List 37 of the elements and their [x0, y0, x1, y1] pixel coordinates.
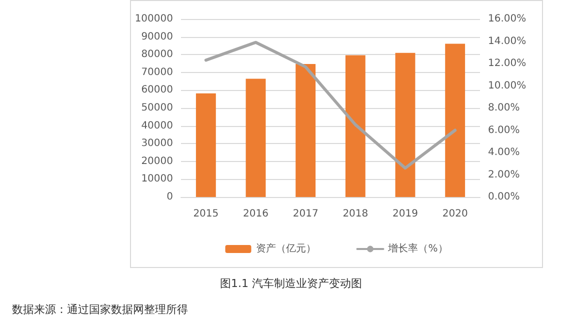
x-tick-label: 2016: [243, 208, 268, 220]
y-tick-label: 30000: [141, 138, 173, 150]
y2-tick-label: 4.00%: [488, 147, 520, 158]
x-tick-label: 2018: [342, 208, 368, 220]
y2-tick-label: 8.00%: [488, 102, 520, 114]
y-tick-label: 0: [166, 192, 173, 202]
y-tick-label: 70000: [141, 66, 173, 78]
y-tick-label: 10000: [141, 174, 173, 185]
line-series: [204, 40, 457, 170]
bar: [196, 93, 216, 197]
x-tick-label: 2020: [442, 208, 468, 220]
x-tick-label: 2017: [292, 208, 318, 220]
y-tick-label: 90000: [141, 31, 173, 42]
bar: [345, 55, 366, 197]
y2-tick-label: 14.00%: [488, 36, 526, 47]
y-tick-label: 80000: [141, 49, 173, 60]
y-tick-label: 50000: [141, 102, 173, 114]
bar: [246, 78, 266, 197]
y-tick-label: 40000: [141, 120, 173, 132]
bar: [445, 44, 466, 197]
y2-tick-label: 2.00%: [488, 169, 520, 180]
bar: [395, 52, 416, 197]
y-tick-label: 20000: [141, 156, 173, 167]
x-tick-label: 2019: [392, 208, 418, 220]
y2-tick-label: 0.00%: [488, 192, 520, 202]
y2-tick-label: 16.00%: [488, 14, 526, 24]
y2-tick-label: 10.00%: [488, 80, 526, 92]
x-tick-label: 2015: [193, 208, 219, 220]
y2-tick-label: 6.00%: [488, 124, 520, 136]
bar: [296, 64, 316, 197]
y-tick-label: 100000: [134, 14, 173, 24]
legend-label: 资产（亿元）: [256, 242, 316, 254]
y-tick-label: 60000: [141, 84, 173, 96]
source-note: 数据来源：通过国家数据网整理所得: [12, 302, 188, 317]
text: 图1.1 汽车制造业资产变动图: [219, 276, 363, 291]
y2-tick-label: 12.00%: [488, 58, 526, 69]
legend-label: 增长率（%）: [387, 242, 448, 254]
